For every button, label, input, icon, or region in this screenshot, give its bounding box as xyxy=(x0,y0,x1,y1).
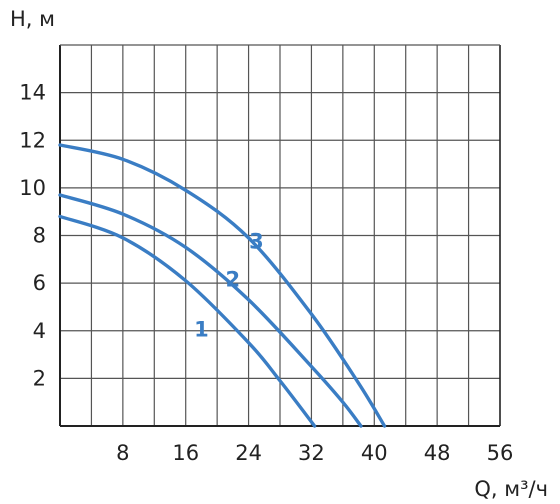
x-tick-label: 56 xyxy=(487,441,514,465)
x-tick-label: 40 xyxy=(361,441,388,465)
x-tick-label: 16 xyxy=(172,441,199,465)
y-tick-label: 6 xyxy=(33,271,46,295)
curve-label-1: 1 xyxy=(194,317,209,341)
curve-labels: 1 23 xyxy=(194,229,264,341)
series xyxy=(58,143,387,428)
curve-label-2: 2 xyxy=(226,267,241,291)
y-tick-label: 14 xyxy=(19,81,46,105)
y-tick-label: 8 xyxy=(33,224,46,248)
y-tick-label: 12 xyxy=(19,128,46,152)
curve-1 xyxy=(58,214,317,428)
y-tick-label: 2 xyxy=(33,366,46,390)
y-tick-label: 4 xyxy=(33,319,46,343)
axes xyxy=(59,44,501,427)
grid xyxy=(60,45,500,426)
x-tick-label: 48 xyxy=(424,441,451,465)
y-axis-title: H, м xyxy=(10,7,55,31)
x-tick-label: 32 xyxy=(298,441,325,465)
y-tick-label: 10 xyxy=(19,176,46,200)
curve-label-3: 3 xyxy=(249,229,264,253)
x-axis-title: Q, м³/ч xyxy=(474,477,548,501)
x-tick-label: 8 xyxy=(116,441,129,465)
curve-2 xyxy=(58,193,363,428)
x-tick-label: 24 xyxy=(235,441,262,465)
curve-3 xyxy=(58,143,387,428)
